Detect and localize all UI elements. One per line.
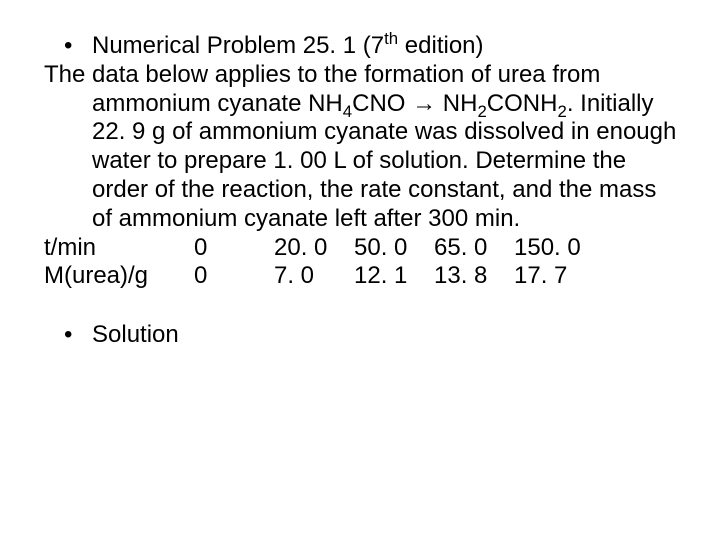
row2-v1: 7. 0	[274, 262, 354, 291]
body-part3: CONH	[487, 90, 558, 117]
row1-v2: 50. 0	[354, 234, 434, 263]
body-text: The data below applies to the formation …	[44, 61, 680, 234]
title-suffix: edition)	[398, 32, 483, 59]
data-table: t/min 0 20. 0 50. 0 65. 0 150. 0 M(urea)…	[44, 234, 680, 292]
bullet-icon: •	[64, 32, 92, 61]
solution-text: Solution	[92, 321, 680, 350]
body-part2: CNO → NH	[352, 90, 477, 117]
row1-label: t/min	[44, 234, 194, 263]
solution-bullet: • Solution	[64, 321, 680, 350]
title-sup: th	[384, 29, 398, 48]
title-text: Numerical Problem 25. 1 (7th edition)	[92, 32, 680, 61]
row2-label: M(urea)/g	[44, 262, 194, 291]
row1-v4: 150. 0	[514, 234, 594, 263]
row2-v2: 12. 1	[354, 262, 434, 291]
row1-v0: 0	[194, 234, 274, 263]
title-bullet: • Numerical Problem 25. 1 (7th edition)	[64, 32, 680, 61]
row2-v4: 17. 7	[514, 262, 594, 291]
row2-v3: 13. 8	[434, 262, 514, 291]
row1-v1: 20. 0	[274, 234, 354, 263]
bullet-icon: •	[64, 321, 92, 350]
row1-v3: 65. 0	[434, 234, 514, 263]
slide: • Numerical Problem 25. 1 (7th edition) …	[0, 0, 720, 540]
title-prefix: Numerical Problem 25. 1 (7	[92, 32, 384, 59]
row2-v0: 0	[194, 262, 274, 291]
